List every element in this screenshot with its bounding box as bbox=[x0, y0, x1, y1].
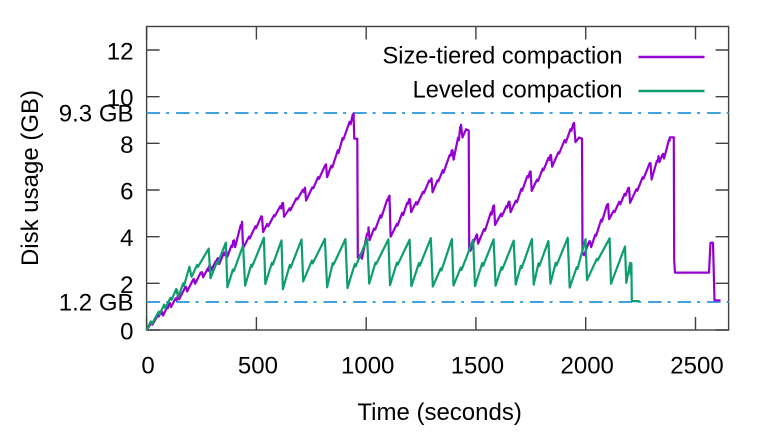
svg-text:2: 2 bbox=[120, 272, 133, 299]
svg-text:Disk usage (GB): Disk usage (GB) bbox=[17, 90, 44, 266]
svg-text:2000: 2000 bbox=[561, 353, 614, 380]
svg-text:1000: 1000 bbox=[341, 353, 394, 380]
svg-text:10: 10 bbox=[107, 85, 134, 112]
svg-text:9.3 GB: 9.3 GB bbox=[59, 101, 134, 128]
svg-text:Leveled compaction: Leveled compaction bbox=[413, 78, 623, 104]
svg-text:4: 4 bbox=[120, 225, 133, 252]
svg-text:6: 6 bbox=[120, 179, 133, 206]
svg-text:2500: 2500 bbox=[670, 353, 723, 380]
svg-text:Time (seconds): Time (seconds) bbox=[357, 399, 521, 426]
svg-text:8: 8 bbox=[120, 132, 133, 159]
svg-text:0: 0 bbox=[141, 353, 154, 380]
svg-text:0: 0 bbox=[120, 319, 133, 346]
svg-text:1500: 1500 bbox=[451, 353, 504, 380]
svg-text:Size-tiered compaction: Size-tiered compaction bbox=[383, 44, 623, 70]
svg-text:1.2 GB: 1.2 GB bbox=[59, 290, 134, 317]
svg-text:12: 12 bbox=[107, 39, 134, 66]
svg-text:500: 500 bbox=[238, 353, 278, 380]
